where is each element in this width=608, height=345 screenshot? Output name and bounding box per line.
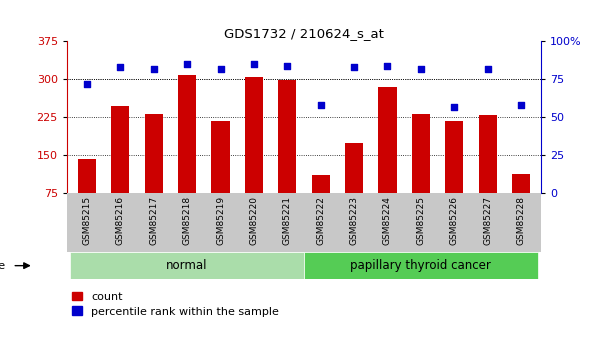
Bar: [304, 252, 538, 279]
Legend: count, percentile rank within the sample: count, percentile rank within the sample: [72, 292, 279, 317]
Bar: [78, 159, 96, 193]
Text: GSM85217: GSM85217: [149, 196, 158, 245]
Point: [182, 61, 192, 67]
Text: GSM85219: GSM85219: [216, 196, 225, 245]
Bar: [345, 142, 364, 193]
Bar: [278, 80, 297, 193]
Text: GSM85228: GSM85228: [517, 196, 525, 245]
Point: [82, 81, 92, 87]
Point: [116, 65, 125, 70]
Bar: [445, 121, 463, 193]
Bar: [412, 114, 430, 193]
Point: [149, 66, 159, 71]
Bar: [378, 87, 396, 193]
Bar: [512, 175, 530, 193]
Text: GSM85226: GSM85226: [450, 196, 459, 245]
Bar: [70, 252, 304, 279]
Text: GSM85221: GSM85221: [283, 196, 292, 245]
Bar: [178, 75, 196, 193]
Text: GSM85216: GSM85216: [116, 196, 125, 245]
Text: GSM85215: GSM85215: [83, 196, 91, 245]
Text: GSM85223: GSM85223: [350, 196, 359, 245]
Text: GSM85227: GSM85227: [483, 196, 492, 245]
Bar: [478, 115, 497, 193]
Text: GSM85218: GSM85218: [182, 196, 192, 245]
Bar: [244, 77, 263, 193]
Text: disease state: disease state: [0, 261, 5, 270]
Text: GSM85225: GSM85225: [416, 196, 426, 245]
Point: [283, 63, 292, 68]
Point: [483, 66, 492, 71]
Point: [349, 65, 359, 70]
Text: GSM85224: GSM85224: [383, 196, 392, 245]
Bar: [212, 121, 230, 193]
Title: GDS1732 / 210624_s_at: GDS1732 / 210624_s_at: [224, 27, 384, 40]
Point: [382, 63, 392, 68]
Bar: [111, 106, 130, 193]
Point: [216, 66, 226, 71]
Point: [316, 102, 325, 108]
Point: [516, 102, 526, 108]
Text: GSM85220: GSM85220: [249, 196, 258, 245]
Point: [249, 61, 259, 67]
Bar: [145, 114, 163, 193]
Point: [416, 66, 426, 71]
Text: GSM85222: GSM85222: [316, 196, 325, 245]
Text: papillary thyroid cancer: papillary thyroid cancer: [350, 259, 491, 272]
Point: [449, 104, 459, 109]
Text: normal: normal: [167, 259, 208, 272]
Bar: [311, 176, 330, 193]
